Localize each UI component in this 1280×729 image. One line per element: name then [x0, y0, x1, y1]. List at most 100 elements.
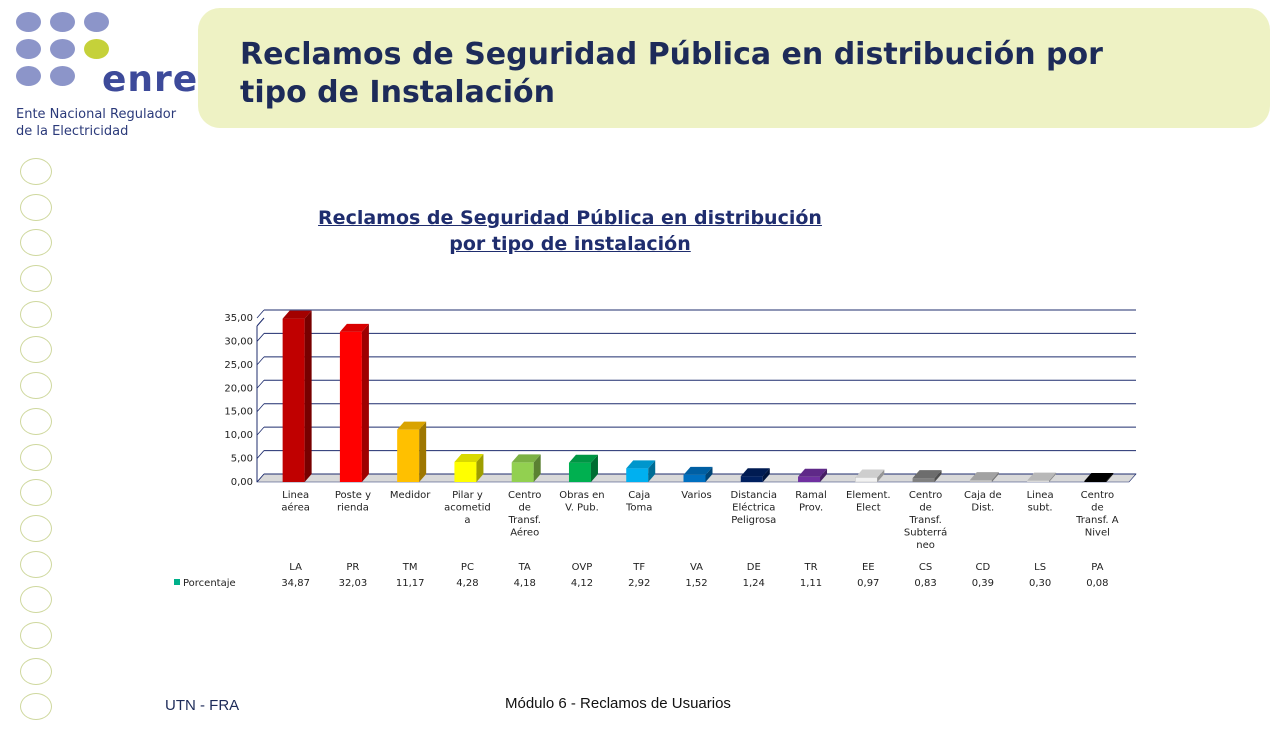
- ring: [20, 443, 52, 471]
- x-category-label: Linea: [282, 490, 309, 501]
- ring: [20, 621, 52, 649]
- bar-ls: [1027, 480, 1050, 482]
- bar-side: [648, 460, 656, 482]
- bar-top: [1084, 473, 1114, 481]
- bar-pr: [339, 331, 362, 482]
- table-value-cell: 0,08: [1086, 578, 1108, 589]
- logo-subtitle-line2: de la Electricidad: [16, 124, 129, 139]
- bar-top: [740, 468, 770, 477]
- bar-top: [454, 453, 484, 462]
- x-category-label: Varios: [681, 490, 711, 501]
- legend-series-name: Porcentaje: [183, 578, 236, 589]
- bar-side: [705, 466, 713, 482]
- x-category-label: neo: [916, 540, 935, 551]
- y-tick-label: 30,00: [224, 336, 253, 347]
- bar-pa: [1084, 481, 1107, 482]
- table-value-cell: 1,24: [743, 578, 765, 589]
- table-code-cell: CS: [919, 562, 932, 573]
- x-category-label: de: [518, 503, 531, 514]
- gridline-diag: [256, 473, 265, 483]
- bar-side: [991, 472, 999, 482]
- bar-tm: [397, 429, 420, 482]
- x-category-label: Aéreo: [510, 527, 539, 539]
- table-code-cell: LS: [1034, 562, 1046, 573]
- y-tick-label: 0,00: [231, 477, 253, 488]
- bar-top: [626, 460, 656, 469]
- logo-brand: enre: [102, 59, 199, 100]
- table-code-cell: PR: [346, 562, 359, 573]
- ring: [20, 657, 52, 685]
- x-category-label: Caja: [628, 490, 650, 501]
- x-category-label: Distancia: [731, 490, 777, 501]
- y-tick-label: 25,00: [224, 360, 253, 371]
- y-tick-label: 15,00: [224, 407, 253, 418]
- ring: [20, 514, 52, 542]
- x-category-label: Centro: [508, 490, 541, 501]
- bar-side: [590, 454, 598, 482]
- x-category-label: Centro: [1081, 490, 1114, 501]
- logo-dot: [84, 12, 109, 32]
- bar-top: [568, 454, 598, 463]
- table-code-cell: TM: [402, 562, 418, 573]
- gridline-diag: [256, 450, 265, 459]
- gridline-diag: [256, 333, 265, 342]
- bar-top: [969, 472, 999, 481]
- bar-side: [762, 468, 770, 482]
- x-category-label: V. Pub.: [565, 503, 599, 514]
- table-value-cell: 11,17: [396, 578, 425, 589]
- x-category-label: acometid: [444, 503, 491, 514]
- bar-chart: 0,00 5,00 10,00 15,00 20,00 25,00 30,00 35,00 Li…: [174, 309, 1137, 589]
- y-tick-label: 35,00: [224, 313, 253, 324]
- bar-top: [912, 470, 942, 479]
- bar-de: [740, 476, 763, 482]
- bar-side: [1106, 473, 1114, 482]
- logo-dot: [16, 12, 41, 32]
- table-value-cell: 34,87: [281, 578, 310, 589]
- table-value-cell: 4,18: [514, 578, 536, 589]
- table-value-cell: 32,03: [339, 578, 368, 589]
- bar-cs: [912, 478, 935, 482]
- table-code-cell: TF: [632, 562, 645, 573]
- table-value-cell: 0,39: [972, 578, 994, 589]
- ring: [20, 193, 52, 221]
- footer-module: Módulo 6 - Reclamos de Usuarios: [505, 695, 731, 712]
- x-category-label: Linea: [1027, 490, 1054, 501]
- logo-dot: [50, 12, 75, 32]
- table-code-cell: PC: [461, 562, 474, 573]
- table-code-cell: TR: [804, 562, 818, 573]
- bar-va: [683, 474, 706, 482]
- legend-swatch: [174, 579, 180, 585]
- y-tick-label: 5,00: [231, 454, 253, 465]
- gridline-diag: [256, 309, 265, 319]
- enre-logo: enre Ente Nacional Regulador de la Elect…: [16, 10, 197, 139]
- logo-subtitle: Ente Nacional Regulador de la Electricid…: [16, 106, 176, 140]
- gridline-diag: [256, 356, 265, 366]
- table-value-cell: 0,83: [914, 578, 936, 589]
- table-code-cell: CD: [975, 562, 990, 573]
- bar-top: [855, 469, 885, 478]
- bar-side: [304, 310, 312, 482]
- bar-top: [798, 468, 828, 477]
- x-category-label: Caja de: [964, 490, 1002, 501]
- table-code-cell: EE: [862, 562, 875, 573]
- ring: [20, 229, 52, 257]
- logo-subtitle-line1: Ente Nacional Regulador: [16, 107, 177, 122]
- table-code-cell: LA: [289, 562, 302, 573]
- x-category-label: a: [464, 515, 470, 526]
- bar-top: [397, 421, 427, 430]
- title-band: Reclamos de Seguridad Pública en distrib…: [198, 8, 1270, 128]
- table-code-cell: DE: [747, 562, 761, 573]
- table-code-cell: PA: [1091, 562, 1103, 573]
- ring: [20, 265, 52, 293]
- y-axis-top: [256, 317, 265, 327]
- chart-title-line1: Reclamos de Seguridad Pública en distrib…: [318, 207, 822, 229]
- ring: [20, 479, 52, 507]
- x-category-label: Subterrá: [904, 527, 947, 539]
- x-category-label: Element.: [846, 490, 891, 501]
- bar-la: [282, 318, 305, 482]
- bar-top: [1027, 472, 1057, 481]
- x-category-label: Ramal: [795, 490, 827, 501]
- x-category-label: Transf. A: [1075, 515, 1119, 526]
- logo-accent-dot: [84, 39, 109, 59]
- x-category-label: Transf.: [908, 515, 941, 526]
